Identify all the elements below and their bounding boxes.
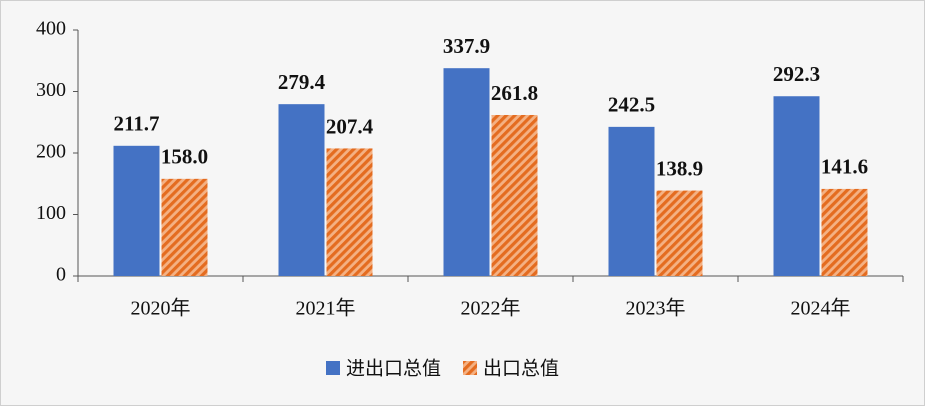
value-label: 207.4 [326, 114, 374, 138]
bar [278, 104, 325, 276]
value-label: 158.0 [161, 145, 208, 169]
x-tick-label: 2023年 [626, 297, 686, 320]
legend-swatch [326, 361, 340, 375]
bar [161, 178, 208, 276]
bar [656, 190, 703, 276]
legend-label: 出口总值 [483, 358, 559, 380]
x-tick-label: 2022年 [461, 297, 521, 320]
legend-label: 进出口总值 [346, 358, 441, 380]
bar [326, 148, 373, 276]
y-tick-label: 200 [36, 141, 66, 163]
value-label: 138.9 [656, 156, 703, 180]
x-tick-label: 2020年 [131, 297, 191, 320]
value-label: 211.7 [113, 112, 159, 136]
value-label: 292.3 [773, 62, 820, 86]
legend-swatch [463, 361, 478, 375]
bar [491, 114, 538, 276]
value-label: 242.5 [608, 93, 655, 117]
x-tick-label: 2021年 [296, 297, 356, 320]
value-label: 261.8 [491, 81, 538, 105]
y-tick-label: 300 [36, 79, 66, 101]
bar [443, 68, 490, 276]
x-tick-label: 2024年 [791, 297, 851, 320]
y-tick-label: 0 [56, 264, 66, 286]
y-tick-label: 400 [36, 18, 66, 40]
value-label: 141.6 [821, 155, 868, 179]
value-label: 279.4 [278, 70, 326, 94]
bar [773, 96, 820, 276]
bar [113, 145, 160, 276]
value-label: 337.9 [443, 34, 490, 58]
bar [608, 126, 655, 276]
bar [821, 188, 868, 276]
y-tick-label: 100 [36, 202, 66, 224]
